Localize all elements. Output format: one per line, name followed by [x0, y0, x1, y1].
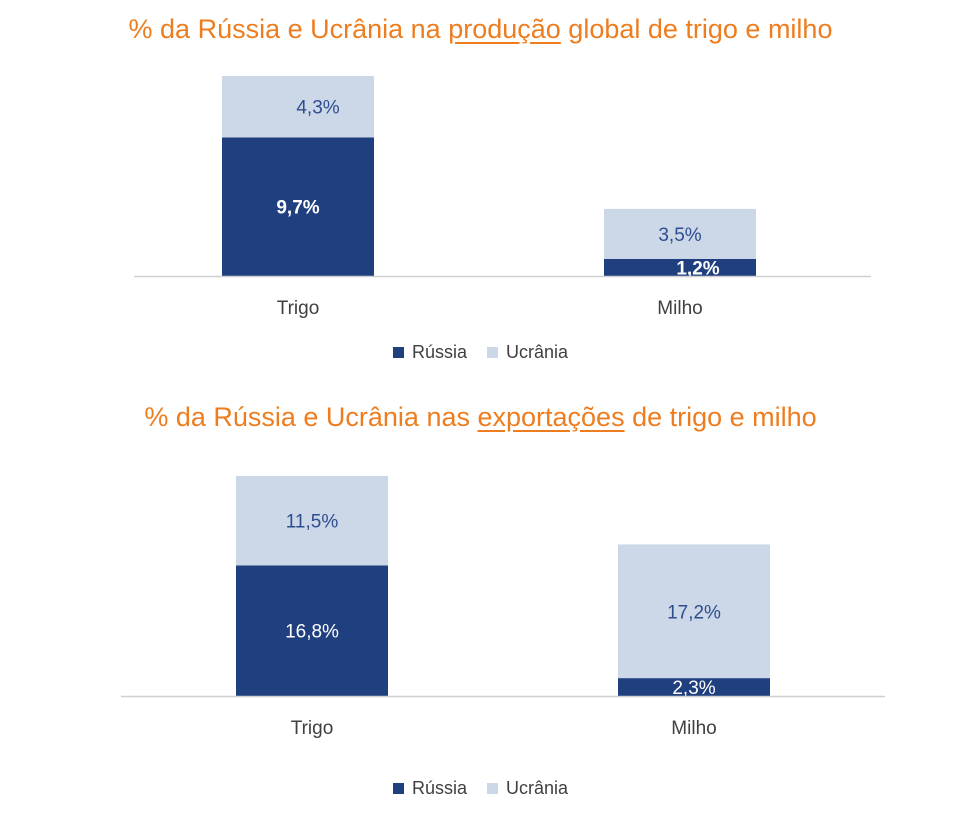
legend-swatch-russia — [392, 347, 404, 358]
data-label-russia-milho: 1,2% — [676, 258, 719, 279]
legend-swatch-russia — [392, 783, 404, 794]
category-label-milho: Milho — [671, 718, 716, 739]
legend-swatch-ukraine — [487, 347, 498, 358]
chart-2-legend: Rússia Ucrânia — [0, 778, 961, 799]
chart-1-title-pre: % da Rússia e Ucrânia na — [128, 14, 449, 44]
chart-1-title-underlined: produção — [448, 14, 561, 44]
legend-label-russia: Rússia — [411, 778, 467, 798]
data-label-ukraine-trigo: 4,3% — [296, 98, 339, 119]
legend-label-ukraine: Ucrânia — [506, 778, 569, 798]
bar-russia-trigo — [236, 565, 388, 696]
category-label-milho: Milho — [657, 298, 702, 319]
data-label-russia-trigo: 16,8% — [285, 622, 339, 643]
data-label-russia-trigo: 9,7% — [276, 198, 319, 219]
legend-item-ukraine: Ucrânia — [487, 778, 568, 799]
category-label-trigo: Trigo — [277, 298, 320, 319]
bar-ukraine-milho — [604, 208, 756, 259]
bar-russia-milho — [618, 678, 770, 696]
data-label-ukraine-milho: 17,2% — [667, 602, 721, 623]
legend-label-russia: Rússia — [411, 342, 467, 362]
chart-1-legend: Rússia Ucrânia — [0, 342, 961, 363]
chart-2-title-underlined: exportações — [477, 402, 625, 432]
bar-ukraine-trigo — [222, 76, 374, 138]
chart-1-title-post: global de trigo e milho — [560, 14, 833, 44]
legend-item-russia: Rússia — [392, 342, 467, 363]
data-label-ukraine-trigo: 11,5% — [286, 512, 339, 533]
chart-1-plot: 9,7% 4,3% Trigo 1,2% 3,5% Milho — [134, 76, 871, 319]
legend-swatch-ukraine — [487, 783, 498, 794]
bar-russia-trigo — [222, 137, 374, 276]
chart-2-plot: 16,8% 11,5% Trigo 2,3% 17,2% Milho — [121, 476, 885, 739]
chart-1-title: % da Rússia e Ucrânia na produção global… — [0, 14, 961, 45]
chart-2-title: % da Rússia e Ucrânia nas exportações de… — [0, 402, 961, 433]
data-label-russia-milho: 2,3% — [672, 678, 715, 699]
legend-label-ukraine: Ucrânia — [506, 342, 569, 362]
legend-item-russia: Rússia — [392, 778, 467, 799]
bar-ukraine-trigo — [236, 476, 388, 566]
data-label-ukraine-milho: 3,5% — [658, 225, 701, 246]
category-label-trigo: Trigo — [291, 718, 334, 739]
legend-item-ukraine: Ucrânia — [487, 342, 568, 363]
bar-russia-milho — [604, 258, 756, 276]
chart-2-title-post: de trigo e milho — [624, 402, 817, 432]
bar-ukraine-milho — [618, 544, 770, 679]
chart-2-title-pre: % da Rússia e Ucrânia nas — [144, 402, 478, 432]
